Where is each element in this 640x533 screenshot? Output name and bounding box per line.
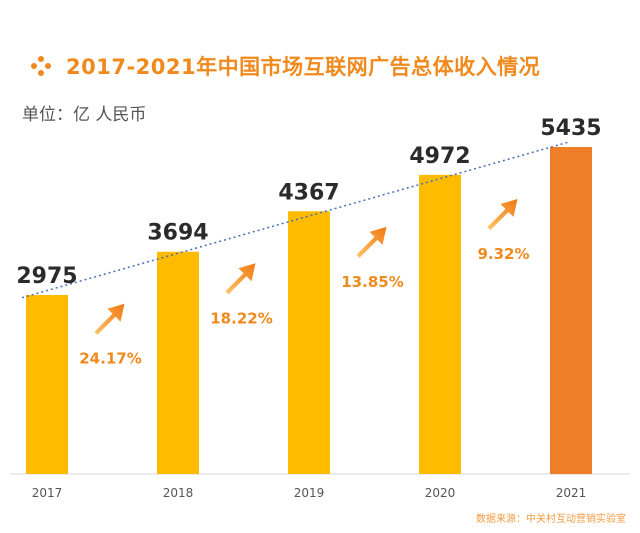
value-label-2020: 4972 bbox=[409, 144, 470, 169]
growth-arrow-icon bbox=[225, 263, 256, 295]
growth-arrow-icon bbox=[94, 303, 125, 335]
x-tick-2017: 2017 bbox=[32, 486, 63, 500]
value-label-2018: 3694 bbox=[147, 221, 208, 246]
diamond-dots-icon bbox=[31, 56, 51, 76]
growth-rate-label: 24.17% bbox=[79, 350, 141, 368]
x-tick-2019: 2019 bbox=[294, 486, 325, 500]
bar-2019 bbox=[288, 211, 330, 475]
growth-arrow-icon bbox=[356, 226, 387, 258]
growth-rate-label: 13.85% bbox=[341, 273, 403, 291]
bar-2021 bbox=[550, 147, 592, 474]
bar-2018 bbox=[157, 251, 199, 474]
source-note: 数据来源：中关村互动营销实验室 bbox=[476, 514, 626, 525]
title-row: 2017-2021年中国市场互联网广告总体收入情况 bbox=[30, 48, 540, 84]
value-label-2021: 5435 bbox=[540, 116, 601, 141]
value-label-2019: 4367 bbox=[278, 180, 339, 205]
x-tick-2021: 2021 bbox=[556, 486, 587, 500]
growth-rate-label: 9.32% bbox=[477, 245, 529, 263]
x-tick-2020: 2020 bbox=[425, 486, 456, 500]
growth-arrow-icon bbox=[487, 199, 518, 230]
chart-title: 2017-2021年中国市场互联网广告总体收入情况 bbox=[66, 55, 541, 79]
bar-2017 bbox=[26, 295, 68, 474]
bar-2020 bbox=[419, 174, 461, 474]
unit-label: 单位：亿 人民币 bbox=[22, 105, 147, 125]
value-label-2017: 2975 bbox=[16, 264, 77, 289]
growth-rate-label: 18.22% bbox=[210, 309, 272, 327]
x-tick-2018: 2018 bbox=[163, 486, 194, 500]
